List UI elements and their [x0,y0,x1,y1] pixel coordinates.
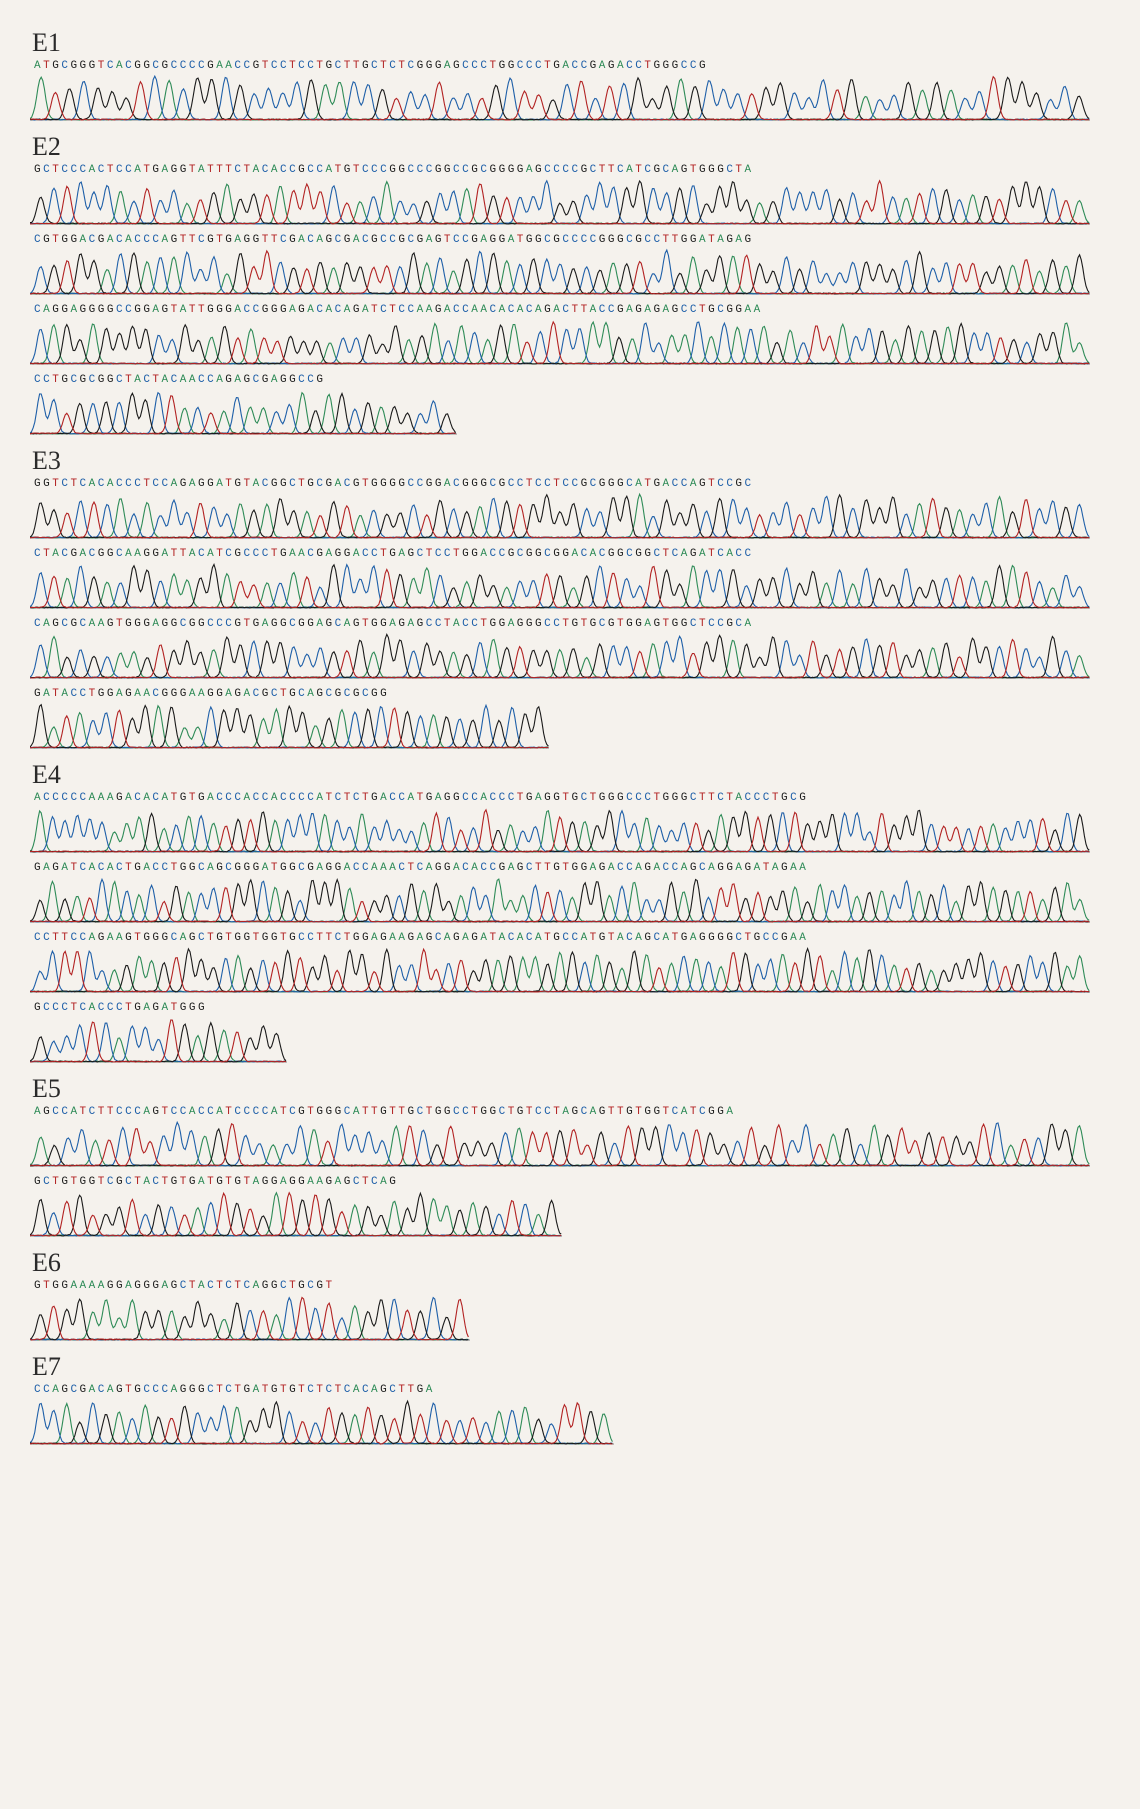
trace-row: CTACGACGGCAAGGATTACATCGCCCTGAACGAGGACCTG… [30,548,1110,612]
trace-C [30,1122,1089,1166]
sequence-text: AGCCATCTTCCCAGTCCACCATCCCCATCGTGGGCATTGT… [34,1106,1110,1118]
section-label: E7 [32,1352,1110,1382]
trace-T [30,181,1089,224]
trace-G [30,181,1089,224]
sequence-text: GGTCTCACACCCTCCAGAGGATGTACGGCTGCGACGTGGG… [34,478,1110,490]
trace-row: CAGGAGGGGCCGGAGTATTGGGACCGGGAGACACAGATCT… [30,304,1110,368]
sequence-text: CCTTCCAGAAGTGGGCAGCTGTGGTGGTGCCTTCTGGAGA… [34,932,1110,944]
trace-T [30,1403,612,1444]
trace-T [30,708,548,748]
chromatogram-trace [30,72,1090,124]
trace-row: GCTCCCACTCCATGAGGTATTTCTACACCGCCATGTCCCG… [30,164,1110,228]
chromatogram-trace [30,1292,470,1344]
section-label: E2 [32,132,1110,162]
trace-T [30,884,1089,922]
section-label: E3 [32,446,1110,476]
trace-G [30,393,456,434]
trace-row: CAGCGCAAGTGGGAGGCGGCCCGTGAGGCGGAGCAGTGGA… [30,618,1110,682]
chromatogram-trace [30,560,1090,612]
sequence-text: GCCCTCACCCTGAGATGGG [34,1002,1110,1014]
trace-A [30,1030,286,1062]
trace-G [30,565,1089,609]
trace-G [30,705,548,748]
chromatogram-trace [30,1396,614,1448]
trace-G [30,1124,1089,1166]
trace-G [30,1023,286,1062]
chromatogram-trace [30,1118,1090,1170]
sequence-text: CAGGAGGGGCCGGAGTATTGGGACCGGGAGACACAGATCT… [34,304,1110,316]
trace-C [30,496,1089,538]
trace-C [30,250,1089,294]
sequence-text: GATACCTGGAGAACGGGAAGGAGACGCTGCAGCGCGCGG [34,688,1110,700]
chromatogram-trace [30,1014,287,1066]
trace-row: GATACCTGGAGAACGGGAAGGAGACGCTGCAGCGCGCGG [30,688,1110,752]
trace-row: GCCCTCACCCTGAGATGGG [30,1002,1110,1066]
trace-A [30,706,548,748]
sequence-text: ACCCCCAAAGACACATGTGACCCACCACCCCATCTCTGAC… [34,792,1110,804]
sequence-text: CCTGCGCGGCTACTACAACCAGAGCGAGGCCG [34,374,1110,386]
sequence-text: CCAGCGACAGTGCCCAGGGCTCTGATGTGTCTCTCACAGC… [34,1384,1110,1396]
chromatogram-trace [30,700,549,752]
sequence-text: GCTGTGGTCGCTACTGTGATGTGTAGGAGGAAGAGCTCAG [34,1176,1110,1188]
sequence-text: GAGATCACACTGACCTGGCAGCGGGATGGCGAGGACCAAA… [34,862,1110,874]
trace-C [30,181,1089,224]
section-label: E6 [32,1248,1110,1278]
section-label: E1 [32,28,1110,58]
trace-T [30,499,1089,539]
sequence-text: GTGGAAAAGGAGGGAGCTACTCTCAGGCTGCGT [34,1280,1110,1292]
trace-row: CCTTCCAGAAGTGGGCAGCTGTGGTGGTGCCTTCTGGAGA… [30,932,1110,996]
sequence-text: CGTGGACGACACCCAGTTCGTGAGGTTCGACAGCGACGCC… [34,234,1110,246]
chromatogram-trace [30,804,1090,856]
trace-row: CGTGGACGACACCCAGTTCGTGAGGTTCGACAGCGACGCC… [30,234,1110,298]
sequence-text: CTACGACGGCAAGGATTACATCGCCCTGAACGAGGACCTG… [34,548,1110,560]
trace-G [30,880,1089,923]
trace-row: GTGGAAAAGGAGGGAGCTACTCTCAGGCTGCGT [30,1280,1110,1344]
sequence-text: GCTCCCACTCCATGAGGTATTTCTACACCGCCATGTCCCG… [34,164,1110,176]
trace-row: ATGCGGGTCACGGCGCCCCGAACCGTCCTCCTGCTTGCTC… [30,60,1110,124]
trace-T [30,396,456,434]
trace-C [30,879,1089,922]
trace-T [30,1020,286,1062]
trace-C [30,322,1089,364]
section-label: E4 [32,760,1110,790]
section-label: E5 [32,1074,1110,1104]
trace-row: GAGATCACACTGACCTGGCAGCGGGATGGCGAGGACCAAA… [30,862,1110,926]
trace-row: CCAGCGACAGTGCCCAGGGCTCTGATGTGTCTCTCACAGC… [30,1384,1110,1448]
sequence-text: ATGCGGGTCACGGCGCCCCGAACCGTCCTCCTGCTTGCTC… [34,60,1110,72]
chromatogram-trace [30,386,457,438]
trace-row: GGTCTCACACCCTCCAGAGGATGTACGGCTGCGACGTGGG… [30,478,1110,542]
trace-A [30,879,1089,922]
trace-row: AGCCATCTTCCCAGTCCACCATCCCCATCGTGGGCATTGT… [30,1106,1110,1170]
chromatogram-trace [30,316,1090,368]
trace-row: GCTGTGGTCGCTACTGTGATGTGTAGGAGGAAGAGCTCAG [30,1176,1110,1240]
chromatogram-trace [30,1188,562,1240]
chromatogram-figure: E1 ATGCGGGTCACGGCGCCCCGAACCGTCCTCCTGCTTGC… [30,28,1110,1448]
trace-G [30,1193,561,1236]
chromatogram-trace [30,490,1090,542]
trace-row: ACCCCCAAAGACACATGTGACCCACCACCCCATCTCTGAC… [30,792,1110,856]
trace-A [30,953,1089,993]
chromatogram-trace [30,176,1090,228]
sequence-text: CAGCGCAAGTGGGAGGCGGCCCGTGAGGCGGAGCAGTGGA… [34,618,1110,630]
chromatogram-trace [30,944,1090,996]
chromatogram-trace [30,246,1090,298]
trace-C [30,705,548,748]
chromatogram-trace [30,630,1090,682]
trace-A [30,1300,468,1340]
trace-row: CCTGCGCGGCTACTACAACCAGAGCGAGGCCG [30,374,1110,438]
chromatogram-trace [30,874,1090,926]
